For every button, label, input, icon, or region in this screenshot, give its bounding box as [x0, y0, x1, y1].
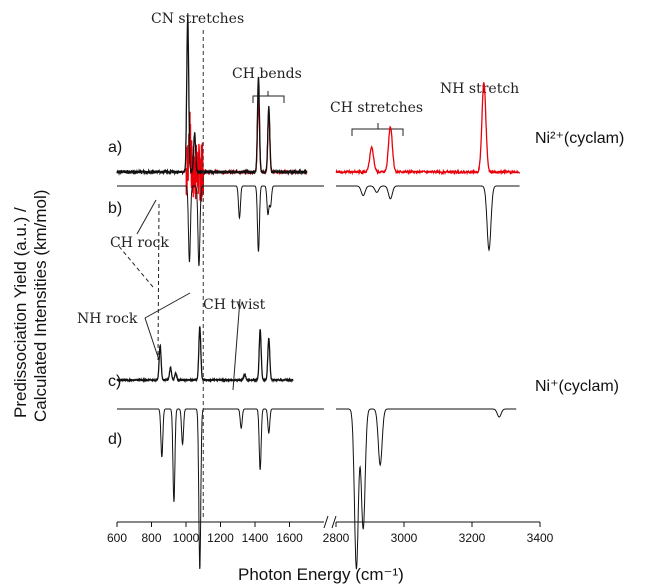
- species-label-ni2: Ni²⁺(cyclam): [535, 130, 624, 147]
- trace-4-segment-1: [336, 408, 517, 570]
- y-axis-title-line2: Calculated Intensities (km/mol): [31, 190, 50, 422]
- annotation-ch-bends: CH bends: [232, 66, 302, 82]
- trace-label-b: b): [108, 200, 122, 217]
- x-tick-label-1600: 1600: [276, 531, 303, 545]
- trace-2-segment-1: [336, 185, 520, 252]
- ch-bends-bracket: [252, 91, 285, 103]
- trace-2-segment-0: [117, 185, 324, 267]
- x-tick-label-800: 800: [141, 531, 161, 545]
- nh-rock-leader-1: [144, 292, 191, 319]
- x-tick-label-1400: 1400: [242, 531, 269, 545]
- trace-label-c: c): [108, 373, 121, 390]
- species-label-ni1: Ni⁺(cyclam): [535, 378, 619, 395]
- x-tick-label-2800: 2800: [323, 531, 350, 545]
- annotation-ch-twist: CH twist: [203, 297, 266, 313]
- annotation-ch-stretches: CH stretches: [330, 100, 423, 116]
- x-axis-title: Photon Energy (cm⁻¹): [238, 565, 404, 584]
- x-tick-label-600: 600: [107, 531, 127, 545]
- ch-rock-dashed-2: [116, 243, 154, 288]
- nh-rock-leader-2: [144, 317, 160, 361]
- trace-4-segment-0: [117, 408, 324, 570]
- x-tick-label-1000: 1000: [173, 531, 200, 545]
- trace-label-d: d): [108, 431, 122, 448]
- traces-group: [116, 16, 521, 570]
- axis-break-mark: [323, 515, 337, 529]
- ch-rock-dashed-1: [157, 203, 160, 361]
- x-tick-label-3000: 3000: [391, 531, 418, 545]
- x-axis: 600 800 1000 1200 1400 1600 2800 3000 3200 3400: [107, 515, 554, 545]
- annotation-nh-rock: NH rock: [77, 311, 138, 327]
- annotation-ch-rock: CH rock: [110, 235, 169, 251]
- ch-rock-leader: [136, 199, 157, 235]
- x-tick-label-1200: 1200: [207, 531, 234, 545]
- trace-3-segment-0: [116, 325, 294, 384]
- annotation-cn-stretches: CN stretches: [151, 11, 244, 27]
- ch-twist-leader: [232, 298, 241, 391]
- annotation-nh-stretch: NH stretch: [440, 81, 519, 97]
- trace-label-a: a): [108, 139, 122, 156]
- x-tick-label-3200: 3200: [459, 531, 486, 545]
- ch-stretches-bracket: [351, 123, 404, 136]
- x-tick-label-3400: 3400: [527, 531, 554, 545]
- trace-1-segment-0: [116, 16, 308, 176]
- trace-0-segment-1: [335, 82, 521, 176]
- y-axis-title-line1: Predissociation Yield (a.u.) /: [11, 207, 30, 418]
